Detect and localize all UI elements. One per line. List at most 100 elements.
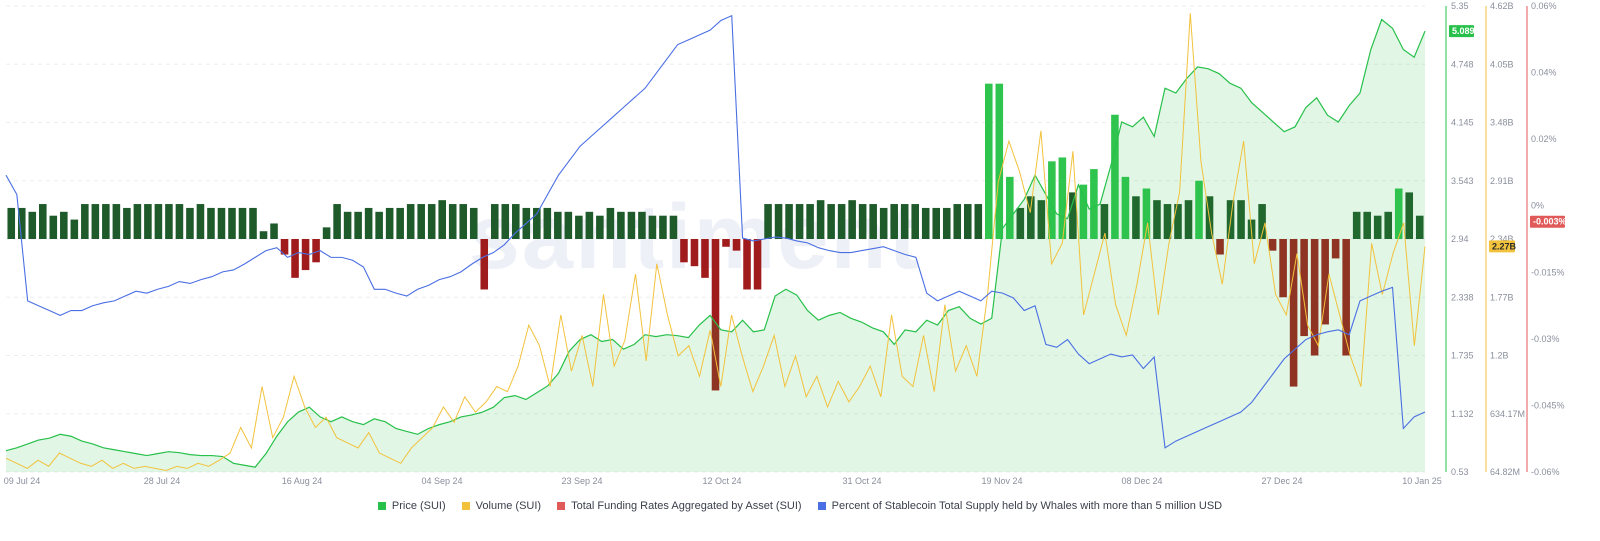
funding-bar: [869, 204, 877, 239]
x-tick-label: 27 Dec 24: [1261, 476, 1302, 486]
funding-bar: [186, 207, 194, 239]
price-area: [6, 19, 1425, 472]
funding-bar: [259, 231, 268, 239]
funding-bar: [196, 204, 205, 239]
funding-bar: [533, 207, 541, 239]
volume-tick-label: 1.2B: [1490, 351, 1509, 361]
price-current-badge-bg: [1449, 25, 1474, 38]
funding-bar: [1195, 180, 1203, 239]
funding-bar: [112, 204, 121, 239]
x-tick-label: 19 Nov 24: [981, 476, 1022, 486]
funding-bar: [165, 204, 173, 239]
price-tick-label: 4.145: [1451, 118, 1474, 128]
funding-bar: [1111, 114, 1119, 239]
funding-bar: [764, 204, 772, 239]
funding-bar: [228, 207, 236, 239]
volume-current-badge-bg: [1489, 240, 1515, 253]
price-tick-label: 4.748: [1451, 59, 1474, 69]
legend-swatch: [461, 502, 470, 510]
funding-tick-label: 0.02%: [1531, 134, 1557, 144]
funding-bar: [312, 239, 320, 263]
funding-bar: [1174, 204, 1182, 239]
funding-bar: [207, 207, 215, 239]
funding-bar: [364, 207, 373, 239]
funding-bar: [1079, 184, 1088, 239]
volume-tick-label: 634.17M: [1490, 409, 1525, 419]
funding-bar: [39, 204, 47, 239]
chart-canvas: santiment 5.354.7484.1453.5432.942.3381.…: [4, 1, 1567, 486]
funding-bar: [890, 204, 898, 239]
volume-tick-label: 2.34B: [1490, 234, 1514, 244]
funding-bar: [1415, 215, 1424, 239]
funding-bar: [827, 204, 835, 239]
funding-bar: [1394, 188, 1403, 239]
price-tick-label: 5.35: [1451, 1, 1469, 11]
funding-bar: [722, 239, 730, 247]
funding-bar: [690, 239, 699, 267]
funding-bar: [1058, 157, 1067, 239]
funding-tick-label: -0.045%: [1531, 400, 1565, 410]
price-tick-label: 1.735: [1451, 351, 1474, 361]
funding-bar: [375, 211, 383, 239]
funding-bar: [785, 204, 793, 239]
funding-bar: [238, 207, 247, 239]
funding-bar: [848, 200, 856, 239]
funding-bar: [1163, 204, 1172, 239]
price-line: [5, 18, 1426, 468]
price-current-badge: 5.089: [1452, 26, 1475, 36]
legend-item[interactable]: Volume (SUI): [461, 500, 541, 512]
funding-bar: [249, 207, 257, 239]
funding-bar: [953, 204, 962, 239]
axes: 5.35 4.748 4.145 3.543 2.94 2.338 1.735 1.132 0.…: [4, 1, 1567, 486]
funding-bar: [459, 204, 468, 239]
funding-bar: [270, 223, 278, 239]
funding-bar: [575, 215, 583, 239]
funding-bar: [123, 207, 131, 239]
funding-bar: [1016, 207, 1025, 239]
price-tick-label: 2.338: [1451, 292, 1474, 302]
funding-bar: [490, 204, 499, 239]
series-lines: [5, 13, 1426, 472]
funding-bar: [795, 204, 804, 239]
funding-bar: [469, 207, 478, 239]
funding-bar: [669, 215, 678, 239]
funding-bar: [291, 239, 299, 278]
funding-bar: [680, 239, 688, 263]
funding-bar: [1405, 192, 1414, 239]
legend-item[interactable]: Price (SUI): [377, 500, 446, 512]
funding-bar: [1132, 196, 1140, 239]
funding-bar: [501, 204, 510, 239]
funding-bar: [1352, 211, 1361, 239]
funding-bar: [1037, 200, 1046, 239]
funding-bar: [1279, 239, 1287, 298]
funding-bar: [774, 204, 783, 239]
x-tick-label: 09 Jul 24: [4, 476, 41, 486]
funding-bar: [1300, 239, 1308, 337]
funding-bar: [7, 207, 16, 239]
funding-bar: [49, 215, 58, 239]
funding-bar: [81, 204, 89, 239]
funding-bar: [480, 239, 489, 290]
funding-bar: [1237, 200, 1245, 239]
price-tick-label: 0.53: [1451, 467, 1469, 477]
funding-bar: [1184, 200, 1193, 239]
funding-bar: [70, 219, 79, 239]
funding-bar: [1373, 215, 1382, 239]
x-tick-label: 08 Dec 24: [1121, 476, 1162, 486]
funding-bar: [322, 227, 331, 239]
legend: Price (SUI) Volume (SUI) Total Funding Rat…: [0, 500, 1600, 512]
funding-bar: [343, 211, 352, 239]
legend-item[interactable]: Percent of Stablecoin Total Supply held …: [817, 500, 1222, 512]
funding-bar: [995, 83, 1004, 240]
funding-bar: [711, 239, 720, 391]
funding-bar: [1268, 239, 1277, 251]
funding-bar: [1100, 204, 1109, 239]
funding-current-badge: -0.003%: [1533, 217, 1567, 227]
funding-bar: [406, 204, 415, 239]
funding-bar: [1153, 200, 1161, 239]
funding-current-badge-bg: [1530, 215, 1565, 228]
price-tick-label: 2.94: [1451, 234, 1469, 244]
funding-bar: [1258, 204, 1266, 239]
legend-item[interactable]: Total Funding Rates Aggregated by Asset …: [557, 500, 802, 512]
funding-bar: [1321, 239, 1329, 325]
